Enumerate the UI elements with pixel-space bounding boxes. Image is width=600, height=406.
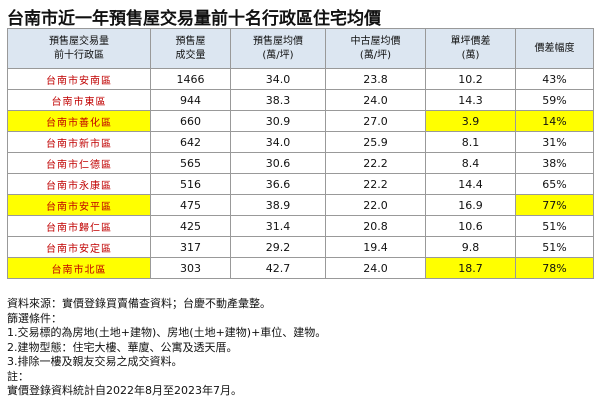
value-cell: 24.0 bbox=[325, 257, 426, 279]
value-cell: 10.2 bbox=[425, 68, 516, 90]
header-line: (萬) bbox=[461, 49, 480, 61]
value-cell: 29.2 bbox=[230, 236, 326, 258]
table-row: 台南市北區 303 42.7 24.0 18.7 78% bbox=[7, 257, 594, 279]
value-cell: 10.6 bbox=[425, 215, 516, 237]
table-row: 台南市歸仁區 425 31.4 20.8 10.6 51% bbox=[7, 215, 594, 237]
notes: 資料來源：實價登錄買賣備查資料；台慶不動產彙整。 篩選條件： 1.交易標的為房地(土… bbox=[7, 297, 326, 399]
table-row: 台南市善化區 660 30.9 27.0 3.9 14% bbox=[7, 110, 594, 132]
value-cell: 8.1 bbox=[425, 131, 516, 153]
value-cell: 34.0 bbox=[230, 68, 326, 90]
value-cell: 25.9 bbox=[325, 131, 426, 153]
value-cell: 317 bbox=[150, 236, 231, 258]
price-table: 預售屋交易量 前十行政區 預售屋 成交量 預售屋均價 (萬/坪) 中古屋均價 (萬/坪) 單坪價… bbox=[7, 28, 594, 279]
table-row: 台南市新市區 642 34.0 25.9 8.1 31% bbox=[7, 131, 594, 153]
value-cell: 77% bbox=[515, 194, 594, 216]
table-row: 台南市安定區 317 29.2 19.4 9.8 51% bbox=[7, 236, 594, 258]
column-header: 單坪價差 (萬) bbox=[425, 28, 516, 69]
value-cell: 34.0 bbox=[230, 131, 326, 153]
title: 台南市近一年預售屋交易量前十名行政區住宅均價 bbox=[7, 9, 381, 29]
value-cell: 30.9 bbox=[230, 110, 326, 132]
value-cell: 18.7 bbox=[425, 257, 516, 279]
value-cell: 31% bbox=[515, 131, 594, 153]
value-cell: 9.8 bbox=[425, 236, 516, 258]
note-line: 實價登錄資料統計自2022年8月至2023年7月。 bbox=[7, 384, 242, 397]
header-line: 預售屋交易量 bbox=[49, 35, 109, 47]
value-cell: 38.9 bbox=[230, 194, 326, 216]
district-cell: 台南市安南區 bbox=[7, 68, 151, 90]
district-cell: 台南市永康區 bbox=[7, 173, 151, 195]
header-line: 成交量 bbox=[175, 49, 206, 61]
value-cell: 24.0 bbox=[325, 89, 426, 111]
table-row: 台南市安平區 475 38.9 22.0 16.9 77% bbox=[7, 194, 594, 216]
header-line: 預售屋均價 bbox=[253, 35, 303, 47]
header-line: 中古屋均價 bbox=[350, 35, 401, 47]
value-cell: 51% bbox=[515, 236, 594, 258]
value-cell: 51% bbox=[515, 215, 594, 237]
value-cell: 3.9 bbox=[425, 110, 516, 132]
note-line: 資料來源：實價登錄買賣備查資料；台慶不動產彙整。 bbox=[7, 297, 271, 310]
column-header: 預售屋交易量 前十行政區 bbox=[7, 28, 151, 69]
value-cell: 31.4 bbox=[230, 215, 326, 237]
column-header: 預售屋 成交量 bbox=[150, 28, 231, 69]
value-cell: 303 bbox=[150, 257, 231, 279]
value-cell: 38% bbox=[515, 152, 594, 174]
value-cell: 1466 bbox=[150, 68, 231, 90]
note-line: 3.排除一樓及親友交易之成交資料。 bbox=[7, 355, 183, 368]
value-cell: 8.4 bbox=[425, 152, 516, 174]
value-cell: 42.7 bbox=[230, 257, 326, 279]
value-cell: 565 bbox=[150, 152, 231, 174]
header-line: 預售屋 bbox=[175, 35, 206, 47]
value-cell: 20.8 bbox=[325, 215, 426, 237]
header-line: (萬/坪) bbox=[262, 49, 294, 61]
value-cell: 516 bbox=[150, 173, 231, 195]
value-cell: 425 bbox=[150, 215, 231, 237]
value-cell: 30.6 bbox=[230, 152, 326, 174]
district-cell: 台南市安平區 bbox=[7, 194, 151, 216]
district-cell: 台南市北區 bbox=[7, 257, 151, 279]
note-line: 註： bbox=[7, 369, 29, 383]
value-cell: 22.2 bbox=[325, 152, 426, 174]
value-cell: 22.0 bbox=[325, 194, 426, 216]
value-cell: 16.9 bbox=[425, 194, 516, 216]
value-cell: 642 bbox=[150, 131, 231, 153]
value-cell: 14% bbox=[515, 110, 594, 132]
value-cell: 36.6 bbox=[230, 173, 326, 195]
value-cell: 78% bbox=[515, 257, 594, 279]
district-cell: 台南市善化區 bbox=[7, 110, 151, 132]
value-cell: 475 bbox=[150, 194, 231, 216]
district-cell: 台南市仁德區 bbox=[7, 152, 151, 174]
value-cell: 14.3 bbox=[425, 89, 516, 111]
district-cell: 台南市東區 bbox=[7, 89, 151, 111]
column-header: 預售屋均價 (萬/坪) bbox=[230, 28, 326, 69]
header-row: 預售屋交易量 前十行政區 預售屋 成交量 預售屋均價 (萬/坪) 中古屋均價 (萬/坪) 單坪價… bbox=[7, 28, 594, 69]
value-cell: 660 bbox=[150, 110, 231, 132]
value-cell: 65% bbox=[515, 173, 594, 195]
value-cell: 59% bbox=[515, 89, 594, 111]
district-cell: 台南市安定區 bbox=[7, 236, 151, 258]
value-cell: 19.4 bbox=[325, 236, 426, 258]
table-row: 台南市仁德區 565 30.6 22.2 8.4 38% bbox=[7, 152, 594, 174]
value-cell: 944 bbox=[150, 89, 231, 111]
note-line: 2.建物型態：住宅大樓、華廈、公寓及透天厝。 bbox=[7, 340, 238, 354]
column-header: 中古屋均價 (萬/坪) bbox=[325, 28, 426, 69]
value-cell: 38.3 bbox=[230, 89, 326, 111]
note-line: 1.交易標的為房地(土地+建物)、房地(土地+建物)+車位、建物。 bbox=[7, 326, 327, 339]
header-line: 價差幅度 bbox=[534, 42, 575, 54]
table-row: 台南市安南區 1466 34.0 23.8 10.2 43% bbox=[7, 68, 594, 90]
value-cell: 22.2 bbox=[325, 173, 426, 195]
table-row: 台南市永康區 516 36.6 22.2 14.4 65% bbox=[7, 173, 594, 195]
value-cell: 43% bbox=[515, 68, 594, 90]
column-header: 價差幅度 bbox=[515, 28, 594, 69]
note-line: 篩選條件： bbox=[7, 311, 62, 325]
value-cell: 23.8 bbox=[325, 68, 426, 90]
value-cell: 14.4 bbox=[425, 173, 516, 195]
header-line: (萬/坪) bbox=[359, 49, 392, 61]
table-row: 台南市東區 944 38.3 24.0 14.3 59% bbox=[7, 89, 594, 111]
district-cell: 台南市新市區 bbox=[7, 131, 151, 153]
header-line: 前十行政區 bbox=[54, 49, 104, 61]
value-cell: 27.0 bbox=[325, 110, 426, 132]
district-cell: 台南市歸仁區 bbox=[7, 215, 151, 237]
header-line: 單坪價差 bbox=[450, 35, 491, 47]
